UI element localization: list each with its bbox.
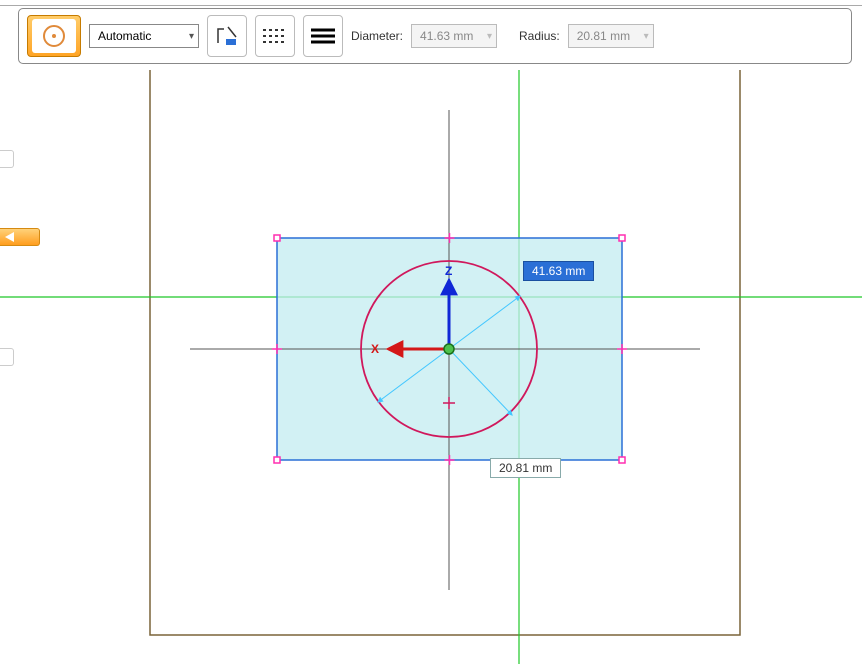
toolbar: Automatic ▾ Diameter: 41.63 mm ▾ Radius:… (18, 8, 852, 64)
circle-tool-button[interactable] (27, 15, 81, 57)
chevron-down-icon: ▾ (189, 31, 194, 42)
svg-text:Z: Z (445, 264, 452, 278)
solid-lines-icon (309, 26, 337, 46)
chevron-down-icon: ▾ (644, 31, 649, 42)
drawing-canvas[interactable]: Z X 41.63 mm 20.81 mm (0, 70, 862, 664)
linestyle-dashed-button[interactable] (255, 15, 295, 57)
diameter-label: Diameter: (351, 29, 403, 43)
diameter-dimension-box[interactable]: 41.63 mm (523, 261, 594, 281)
dashed-lines-icon (261, 26, 289, 46)
radius-value: 20.81 mm (577, 29, 630, 43)
radius-label: Radius: (519, 29, 560, 43)
radius-dimension-value: 20.81 mm (499, 461, 552, 475)
radius-readout[interactable]: 20.81 mm ▾ (568, 24, 654, 48)
snap-icon (214, 23, 240, 49)
diameter-dimension-value: 41.63 mm (532, 264, 585, 278)
linestyle-solid-button[interactable] (303, 15, 343, 57)
svg-text:X: X (371, 342, 379, 356)
chevron-down-icon: ▾ (487, 31, 492, 42)
mode-select[interactable]: Automatic ▾ (89, 24, 199, 48)
diameter-value: 41.63 mm (420, 29, 473, 43)
diameter-readout[interactable]: 41.63 mm ▾ (411, 24, 497, 48)
radius-dimension-box[interactable]: 20.81 mm (490, 458, 561, 478)
circle-icon (39, 21, 69, 51)
snap-toggle-button[interactable] (207, 15, 247, 57)
mode-select-value: Automatic (98, 29, 151, 43)
